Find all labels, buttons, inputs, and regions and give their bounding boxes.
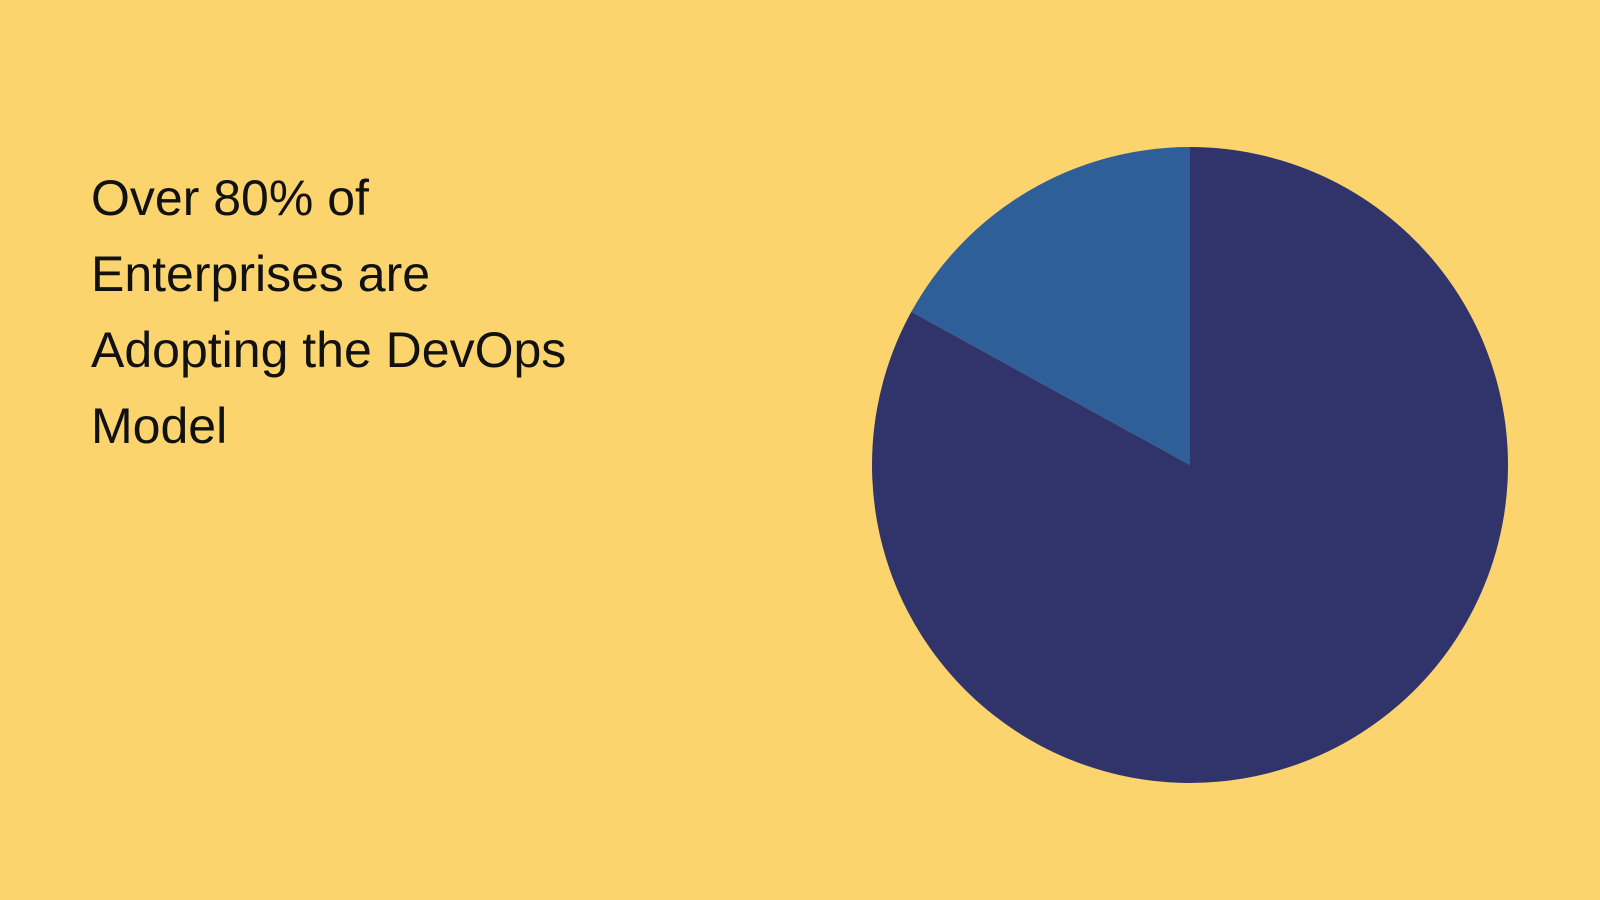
pie-slice — [911, 147, 1190, 465]
chart-title: Over 80% of Enterprises are Adopting the… — [91, 170, 567, 454]
